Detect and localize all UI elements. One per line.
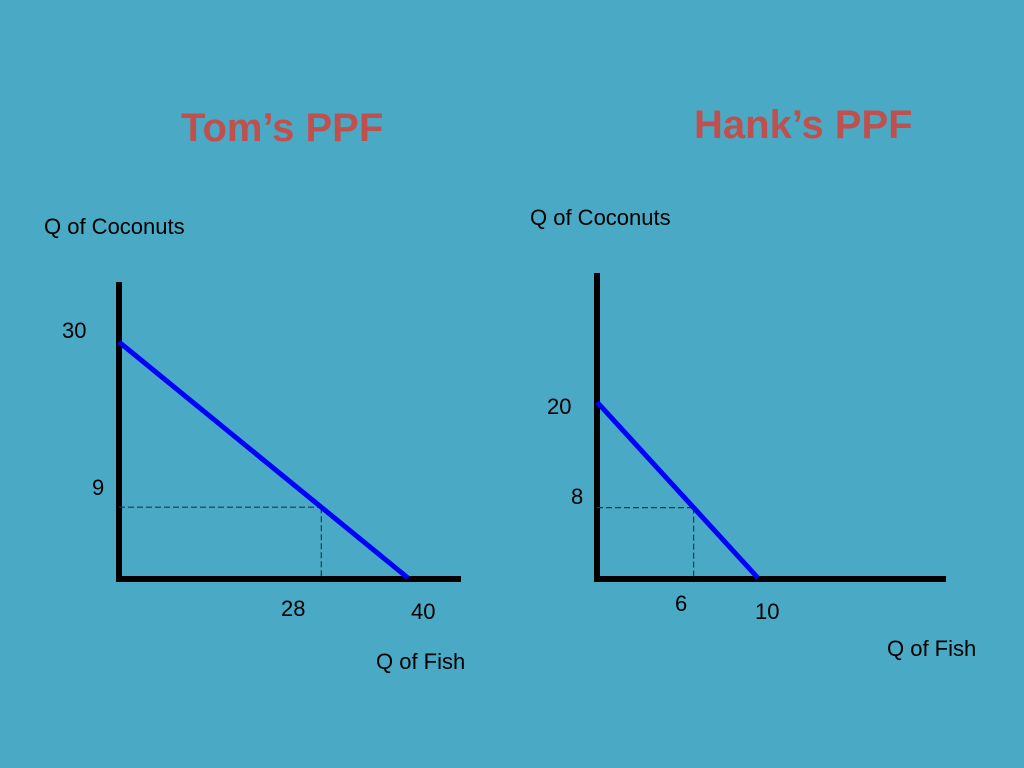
hank-xtick-label: 10 — [755, 599, 780, 624]
tom-y-axis-label: Q of Coconuts — [44, 214, 185, 239]
tom-x-axis-label: Q of Fish — [376, 649, 466, 674]
tom-ytick-label: 30 — [62, 318, 87, 343]
hank-ytick-label: 20 — [547, 394, 572, 419]
hank-x-axis-label: Q of Fish — [887, 636, 977, 661]
hank-ytick-label: 8 — [571, 484, 584, 509]
tom-xtick-label: 28 — [281, 596, 306, 621]
hank-xtick-label: 6 — [675, 591, 688, 616]
hank-ppf-line — [595, 400, 760, 580]
tom-ytick-label: 9 — [92, 475, 105, 500]
hank-y-axis-label: Q of Coconuts — [530, 205, 671, 230]
tom-chart-title: Tom’s PPF — [181, 106, 384, 150]
tom-xtick-label: 40 — [411, 599, 436, 624]
hank-chart-title: Hank’s PPF — [694, 103, 913, 147]
tom-ppf-line — [117, 340, 410, 580]
